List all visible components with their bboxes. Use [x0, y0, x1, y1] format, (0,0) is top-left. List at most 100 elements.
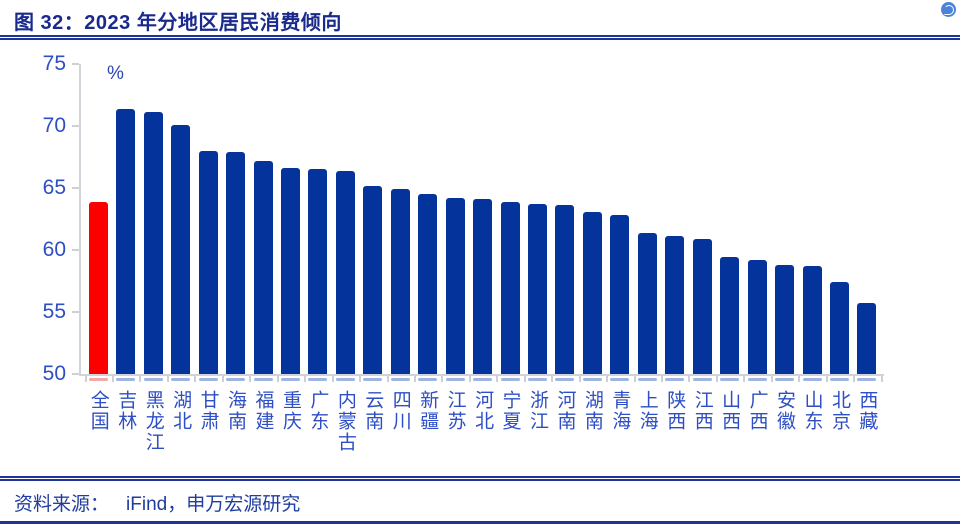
x-axis-category-label: 江西: [691, 390, 713, 432]
source-label: 资料来源：: [14, 494, 110, 515]
source-line: 资料来源： iFind，申万宏源研究: [14, 489, 300, 516]
bar-underline: [363, 377, 383, 381]
bar-highlight: [88, 201, 108, 374]
bar-underline: [829, 377, 849, 381]
x-axis-tick-mark: [386, 376, 389, 382]
x-axis-category-label: 安徽: [774, 390, 796, 432]
x-axis-category-label: 重庆: [279, 390, 301, 432]
x-axis-category-label: 甘肃: [197, 390, 219, 432]
x-axis-category-label: 青海: [609, 390, 631, 432]
bar: [335, 170, 355, 374]
y-axis-tick-label: 50: [42, 362, 66, 385]
x-axis-tick-mark: [304, 376, 307, 382]
x-axis-category-label: 湖南: [581, 390, 603, 432]
bar-underline: [418, 377, 438, 381]
bar: [390, 189, 410, 374]
source-text: iFind，申万宏源研究: [126, 494, 301, 515]
bar-underline: [637, 377, 657, 381]
x-axis-category-label: 全国: [87, 390, 109, 432]
x-axis-category-label: 海南: [225, 390, 247, 432]
bar-underline: [775, 377, 795, 381]
x-axis-tick-mark: [441, 376, 444, 382]
y-axis-line: [79, 64, 81, 376]
x-axis-category-label: 新疆: [417, 390, 439, 432]
x-axis-tick-mark: [770, 376, 773, 382]
y-axis-unit-label: %: [107, 63, 124, 84]
bar-underline: [253, 377, 273, 381]
x-axis-tick-mark: [496, 376, 499, 382]
bar: [226, 152, 246, 374]
x-axis-category-label: 广东: [307, 390, 329, 432]
y-axis-tick-label: 65: [42, 176, 66, 199]
bar: [418, 194, 438, 374]
y-axis-tick-label: 75: [42, 52, 66, 75]
x-axis-tick-mark: [825, 376, 828, 382]
x-axis-tick-mark: [523, 376, 526, 382]
x-axis-tick-mark: [551, 376, 554, 382]
bar-underline: [555, 377, 575, 381]
bar: [198, 150, 218, 374]
y-axis-tick-mark: [72, 125, 79, 127]
bar-underline: [500, 377, 520, 381]
bar: [775, 264, 795, 374]
bar-underline: [171, 377, 191, 381]
x-axis-category-label: 黑龙江: [142, 390, 164, 453]
bar: [308, 169, 328, 374]
x-axis-tick-mark: [166, 376, 169, 382]
bar: [473, 199, 493, 374]
x-axis-category-label: 吉林: [115, 390, 137, 432]
bar: [692, 238, 712, 374]
bar-underline: [308, 377, 328, 381]
footer-divider: [0, 476, 960, 481]
brand-badge-icon: [941, 2, 956, 17]
bar-underline: [857, 377, 877, 381]
x-axis-category-label: 四川: [389, 390, 411, 432]
x-axis-tick-mark: [798, 376, 801, 382]
x-axis-tick-mark: [194, 376, 197, 382]
x-axis-tick-mark: [221, 376, 224, 382]
x-axis-tick-mark: [578, 376, 581, 382]
bar: [116, 108, 136, 374]
bar-underline: [143, 377, 163, 381]
bar-underline: [390, 377, 410, 381]
bar: [857, 303, 877, 374]
x-axis-tick-mark: [853, 376, 856, 382]
x-axis-category-label: 河北: [472, 390, 494, 432]
bar-underline: [720, 377, 740, 381]
x-axis-tick-mark: [688, 376, 691, 382]
x-axis-tick-mark: [606, 376, 609, 382]
x-axis-category-label: 内蒙古: [334, 390, 356, 453]
x-axis-tick-mark: [880, 376, 883, 382]
bar-underline: [665, 377, 685, 381]
bar: [280, 168, 300, 374]
bar: [802, 266, 822, 374]
x-axis-category-label: 陕西: [664, 390, 686, 432]
x-axis-tick-mark: [743, 376, 746, 382]
bar-underline: [473, 377, 493, 381]
x-axis-tick-mark: [249, 376, 252, 382]
bar-chart: % 50 55 60 65 70 75 全国 吉林 黑龙江 湖北 甘肃 海南 福建 重庆 广东 内蒙古 云南 四川…: [0, 46, 960, 476]
y-axis-tick-mark: [72, 63, 79, 65]
x-axis-tick-mark: [139, 376, 142, 382]
x-axis-category-label: 浙江: [527, 390, 548, 432]
bar-underline: [116, 377, 136, 381]
title-divider: [0, 35, 960, 40]
y-axis-tick-label: 70: [42, 114, 66, 137]
x-axis-tick-mark: [359, 376, 362, 382]
bar: [747, 259, 767, 374]
x-axis-tick-mark: [468, 376, 471, 382]
bar-underline: [198, 377, 218, 381]
bar-underline: [445, 377, 465, 381]
y-axis-tick-label: 60: [42, 238, 66, 261]
bar: [665, 236, 685, 374]
x-axis-line: [79, 374, 884, 376]
bar: [610, 215, 630, 374]
bar: [253, 160, 273, 374]
x-axis-category-label: 广西: [746, 390, 768, 432]
bar: [528, 204, 547, 374]
x-axis-category-label: 北京: [828, 390, 850, 432]
y-axis-tick-mark: [72, 187, 79, 189]
x-axis-category-label: 河南: [554, 390, 576, 432]
bar-underline: [335, 377, 355, 381]
bar: [143, 112, 163, 374]
